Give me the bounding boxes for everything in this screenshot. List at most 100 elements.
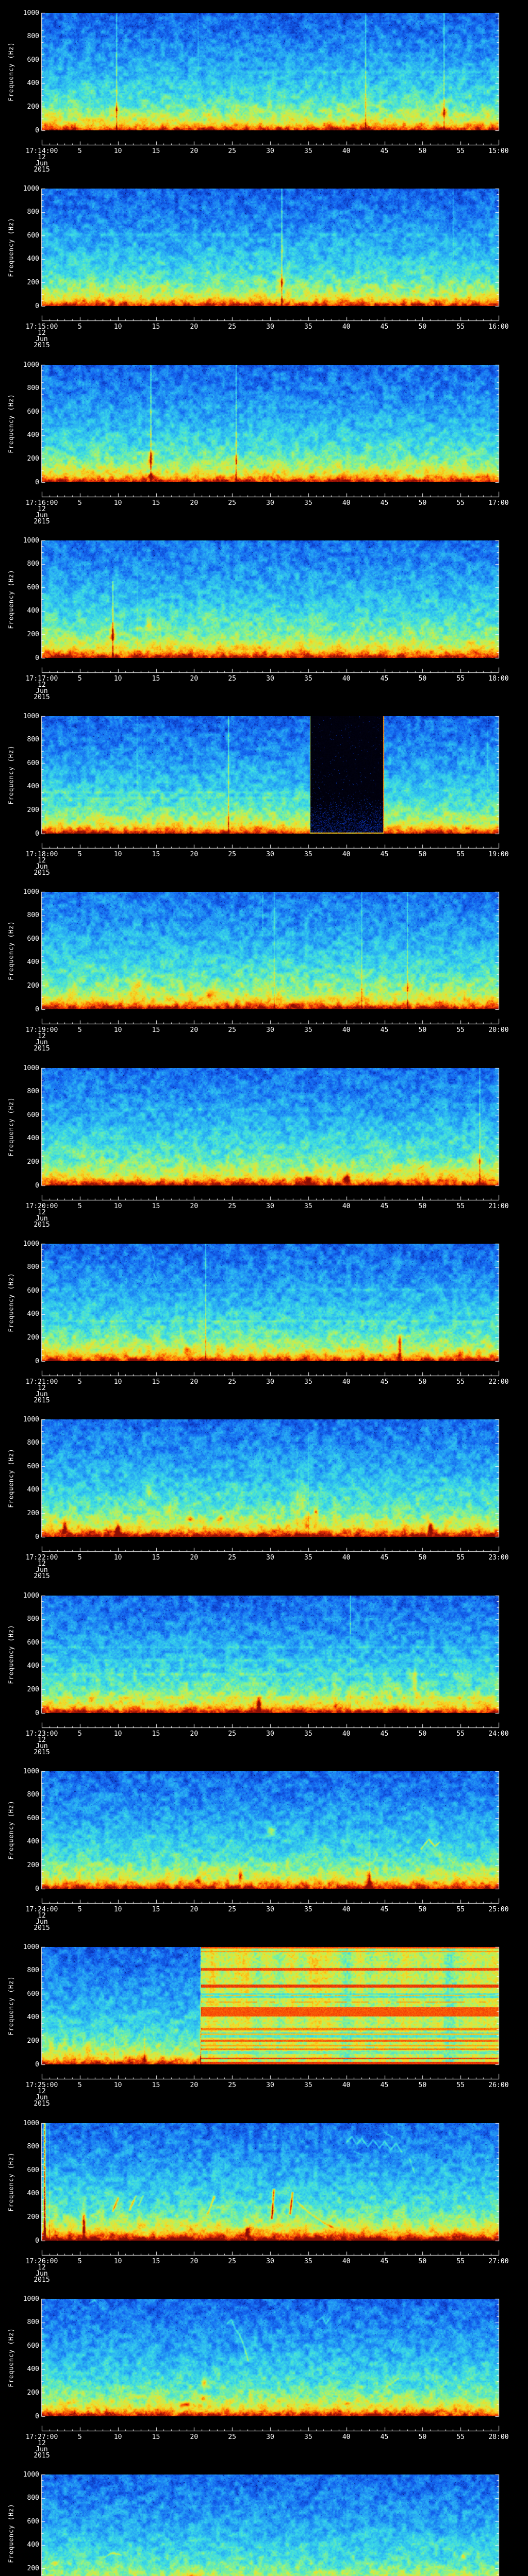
x-minor-tick-label: 30 bbox=[266, 1906, 274, 1913]
spectrogram-panel-3: Frequency (Hz) 1000 800 600 400 200 0 17:16:00… bbox=[0, 352, 528, 528]
axis-ticks-layer bbox=[0, 1055, 528, 1231]
y-tick-label: 400 bbox=[27, 958, 39, 967]
y-tick-label: 200 bbox=[27, 2388, 39, 2397]
y-tick-label: 600 bbox=[27, 583, 39, 591]
x-minor-tick-label: 40 bbox=[342, 1554, 351, 1562]
y-axis-title: Frequency (Hz) bbox=[7, 394, 15, 453]
x-minor-tick-label: 30 bbox=[266, 2433, 274, 2441]
x-minor-tick-label: 25 bbox=[228, 2258, 236, 2265]
y-axis-title: Frequency (Hz) bbox=[7, 1273, 15, 1332]
axis-ticks-layer bbox=[0, 1406, 528, 1583]
y-axis-title: Frequency (Hz) bbox=[7, 2152, 15, 2212]
y-tick-label: 800 bbox=[27, 2318, 39, 2327]
x-minor-tick-label: 45 bbox=[380, 2258, 389, 2265]
spectrogram-panel-5: Frequency (Hz) 1000 800 600 400 200 0 17:18:00… bbox=[0, 703, 528, 879]
x-minor-tick-label: 35 bbox=[304, 1554, 312, 1562]
y-tick-label: 800 bbox=[27, 560, 39, 568]
date-line: 12 bbox=[38, 857, 46, 865]
y-tick-label: 800 bbox=[27, 2143, 39, 2151]
x-minor-tick-label: 55 bbox=[456, 1378, 465, 1386]
spectrogram-panel-7: Frequency (Hz) 1000 800 600 400 200 0 17:20:00… bbox=[0, 1055, 528, 1231]
y-tick-label: 200 bbox=[27, 806, 39, 814]
x-minor-tick-label: 50 bbox=[418, 2081, 427, 2089]
x-minor-tick-label: 55 bbox=[456, 1202, 465, 1210]
x-end-time-label: 26:00 bbox=[488, 2081, 509, 2089]
spectrogram-panel-2: Frequency (Hz) 1000 800 600 400 200 0 17:15:00… bbox=[0, 176, 528, 352]
y-tick-label: 200 bbox=[27, 2564, 39, 2572]
x-minor-tick-label: 5 bbox=[77, 2081, 82, 2089]
y-tick-label: 400 bbox=[27, 2365, 39, 2374]
date-line: Jun bbox=[36, 335, 48, 343]
x-minor-tick-label: 20 bbox=[190, 499, 199, 507]
x-minor-tick-label: 15 bbox=[152, 1730, 160, 1738]
y-axis-title: Frequency (Hz) bbox=[7, 1448, 15, 1508]
x-minor-tick-label: 40 bbox=[342, 2258, 351, 2265]
spectrogram-panel-8: Frequency (Hz) 1000 800 600 400 200 0 17:21:00… bbox=[0, 1231, 528, 1407]
x-minor-tick-label: 50 bbox=[418, 499, 427, 507]
x-minor-tick-label: 35 bbox=[304, 2433, 312, 2441]
date-line: Jun bbox=[36, 1391, 48, 1398]
y-tick-label: 0 bbox=[35, 2412, 39, 2420]
date-line: 2015 bbox=[34, 1924, 50, 1932]
x-minor-tick-label: 35 bbox=[304, 147, 312, 155]
y-tick-label: 1000 bbox=[23, 1591, 39, 1600]
x-minor-tick-label: 25 bbox=[228, 323, 236, 331]
x-minor-tick-label: 40 bbox=[342, 1026, 351, 1034]
date-line: 2015 bbox=[34, 1749, 50, 1756]
x-minor-tick-label: 10 bbox=[113, 2433, 122, 2441]
x-minor-tick-label: 35 bbox=[304, 851, 312, 858]
x-minor-tick-label: 40 bbox=[342, 1202, 351, 1210]
x-minor-tick-label: 15 bbox=[152, 1378, 160, 1386]
x-minor-tick-label: 10 bbox=[113, 1906, 122, 1913]
x-minor-tick-label: 15 bbox=[152, 2081, 160, 2089]
x-end-time-label: 22:00 bbox=[488, 1378, 509, 1386]
y-tick-label: 200 bbox=[27, 981, 39, 990]
x-minor-tick-label: 30 bbox=[266, 499, 274, 507]
spectrogram-panel-10: Frequency (Hz) 1000 800 600 400 200 0 17:23:00… bbox=[0, 1583, 528, 1759]
x-minor-tick-label: 10 bbox=[113, 323, 122, 331]
y-tick-label: 400 bbox=[27, 1838, 39, 1846]
x-minor-tick-label: 20 bbox=[190, 1906, 199, 1913]
y-tick-label: 400 bbox=[27, 431, 39, 439]
x-minor-tick-label: 25 bbox=[228, 851, 236, 858]
x-minor-tick-label: 50 bbox=[418, 1906, 427, 1913]
x-minor-tick-label: 30 bbox=[266, 851, 274, 858]
x-minor-tick-label: 50 bbox=[418, 2433, 427, 2441]
x-minor-tick-label: 45 bbox=[380, 1202, 389, 1210]
x-minor-tick-label: 50 bbox=[418, 147, 427, 155]
x-minor-tick-label: 10 bbox=[113, 2258, 122, 2265]
y-tick-label: 1000 bbox=[23, 2295, 39, 2303]
spectrogram-panel-15: Frequency (Hz) 1000800600400200017:28:00… bbox=[0, 2462, 528, 2576]
y-tick-label: 400 bbox=[27, 1134, 39, 1143]
x-minor-tick-label: 25 bbox=[228, 1202, 236, 1210]
y-tick-label: 600 bbox=[27, 1462, 39, 1470]
x-minor-tick-label: 35 bbox=[304, 1730, 312, 1738]
x-end-time-label: 16:00 bbox=[488, 323, 509, 331]
date-line: 12 bbox=[38, 2439, 46, 2447]
x-minor-tick-label: 40 bbox=[342, 2433, 351, 2441]
y-tick-label: 200 bbox=[27, 1333, 39, 1342]
x-start-time-label: 17:27:00 bbox=[25, 2433, 58, 2441]
x-minor-tick-label: 35 bbox=[304, 675, 312, 683]
y-tick-label: 200 bbox=[27, 103, 39, 111]
date-line: Jun bbox=[36, 1918, 48, 1926]
x-end-time-label: 27:00 bbox=[488, 2258, 509, 2265]
x-minor-tick-label: 5 bbox=[77, 851, 82, 858]
x-minor-tick-label: 20 bbox=[190, 323, 199, 331]
x-minor-tick-label: 40 bbox=[342, 675, 351, 683]
y-tick-label: 1000 bbox=[23, 888, 39, 896]
y-tick-label: 600 bbox=[27, 1286, 39, 1295]
y-tick-label: 1000 bbox=[23, 1943, 39, 1951]
x-minor-tick-label: 55 bbox=[456, 851, 465, 858]
y-tick-label: 600 bbox=[27, 1814, 39, 1822]
y-tick-label: 800 bbox=[27, 1263, 39, 1272]
y-tick-label: 0 bbox=[35, 654, 39, 662]
y-tick-label: 600 bbox=[27, 408, 39, 416]
x-minor-tick-label: 55 bbox=[456, 1906, 465, 1913]
y-axis-title: Frequency (Hz) bbox=[7, 1800, 15, 1860]
y-tick-label: 800 bbox=[27, 1439, 39, 1447]
y-tick-label: 0 bbox=[35, 1709, 39, 1717]
date-line: 12 bbox=[38, 329, 46, 337]
y-tick-label: 800 bbox=[27, 1791, 39, 1799]
x-minor-tick-label: 45 bbox=[380, 499, 389, 507]
